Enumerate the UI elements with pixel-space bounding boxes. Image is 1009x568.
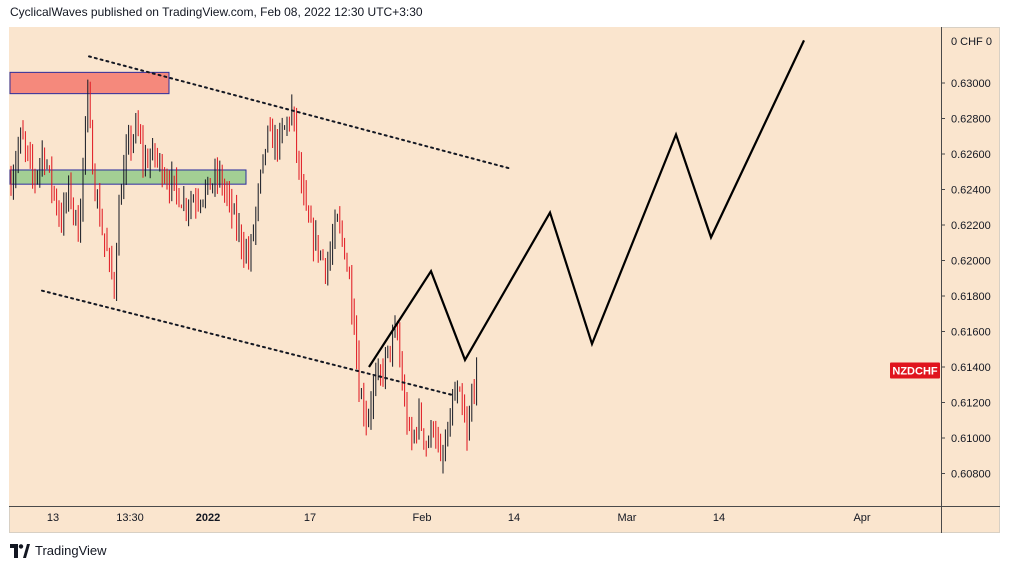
y-tick-label: 0.61400 [951, 362, 991, 374]
x-tick-label: 17 [304, 512, 316, 524]
y-tick-label: 0.62400 [951, 185, 991, 197]
y-tick-label: 0.60800 [951, 469, 991, 481]
x-tick-label: Apr [853, 512, 870, 524]
y-tick-label: 0.62000 [951, 256, 991, 268]
y-tick-label: 0.61000 [951, 433, 991, 445]
tradingview-logo-icon [10, 543, 30, 558]
publish-header: CyclicalWaves published on TradingView.c… [10, 5, 423, 19]
y-tick-label: 0.63000 [951, 78, 991, 90]
footer-brand: TradingView [35, 543, 107, 558]
upper-channel-line [88, 55, 510, 170]
y-axis-unit: 0 CHF 0 [951, 36, 992, 48]
x-tick-label: 2022 [196, 512, 220, 524]
x-tick-label: Mar [618, 512, 637, 524]
x-tick-label: 13:30 [116, 512, 144, 524]
x-tick-label: 13 [47, 512, 59, 524]
symbol-badge-label: NZDCHF [892, 366, 937, 378]
y-tick-label: 0.61600 [951, 327, 991, 339]
y-tick-label: 0.62200 [951, 220, 991, 232]
drawings [41, 39, 805, 397]
y-tick-label: 0.62800 [951, 114, 991, 126]
footer: TradingView [10, 543, 107, 558]
plot-background [9, 27, 941, 506]
y-tick-label: 0.62600 [951, 149, 991, 161]
y-tick-label: 0.61800 [951, 291, 991, 303]
x-tick-label: 14 [508, 512, 520, 524]
x-tick-label: Feb [413, 512, 432, 524]
axes: 0 CHF 0 0.63000 0.62800 0.62600 0.62400 0.622… [9, 27, 1000, 533]
y-tick-label: 0.61200 [951, 398, 991, 410]
chart-background [9, 27, 941, 506]
x-tick-label: 14 [713, 512, 725, 524]
lower-channel-line [41, 289, 455, 397]
candles [10, 79, 478, 474]
price-chart[interactable]: 0 CHF 0 0.63000 0.62800 0.62600 0.62400 0.622… [9, 27, 1000, 533]
supply-zone [9, 71, 170, 95]
symbol-badge [890, 362, 940, 379]
projection-path [368, 39, 805, 368]
